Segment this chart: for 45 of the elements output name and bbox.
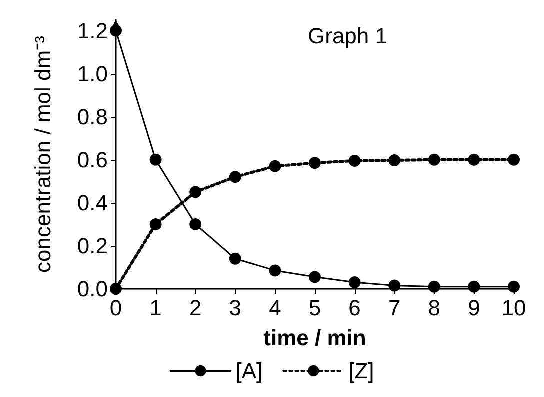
x-tick-label: 8: [428, 296, 441, 320]
x-tick-label: 1: [150, 296, 162, 320]
x-tick-label: 6: [348, 296, 361, 320]
point: [190, 218, 202, 230]
point: [110, 24, 122, 37]
x-axis-title: time / min: [264, 326, 366, 350]
y-tick-label: 1.0: [77, 61, 108, 86]
y-tick-label: 1.2: [77, 18, 108, 44]
point: [348, 276, 361, 289]
x-tick-label: 0: [110, 296, 122, 320]
point: [269, 160, 282, 172]
x-tick-label: 2: [189, 296, 202, 320]
point: [229, 252, 242, 265]
point: [309, 157, 321, 170]
x-tick-label: 3: [229, 296, 242, 320]
x-tick-label: 5: [308, 296, 322, 320]
point: [229, 171, 242, 184]
point: [508, 280, 520, 293]
y-tick-label: 0.4: [77, 190, 108, 216]
x-tick-label: 10: [502, 296, 526, 320]
point: [388, 154, 401, 167]
y-tick-label: 0.8: [77, 104, 108, 130]
point: [428, 280, 440, 293]
x-tick-label: 9: [468, 296, 480, 320]
point: [269, 264, 282, 277]
point: [348, 154, 361, 167]
point: [110, 283, 122, 295]
y-tick-label: 0.2: [77, 233, 108, 258]
chart-title: Graph 1: [308, 24, 388, 48]
point: [150, 154, 162, 166]
point: [190, 186, 202, 198]
point: [428, 154, 440, 166]
point: [150, 218, 162, 230]
point: [468, 154, 480, 166]
point: [388, 280, 401, 292]
point: [468, 280, 480, 293]
legend-label: [A]: [236, 358, 263, 384]
x-tick-label: 7: [388, 296, 401, 320]
legend-label: [Z]: [348, 358, 374, 384]
y-tick-label: 0.0: [77, 276, 108, 302]
y-tick-label: 0.6: [77, 147, 108, 172]
y-axis-title: concentration / mol dm⁻³: [30, 36, 56, 273]
x-tick-label: 4: [269, 296, 282, 320]
point: [309, 271, 321, 284]
point: [508, 154, 520, 166]
